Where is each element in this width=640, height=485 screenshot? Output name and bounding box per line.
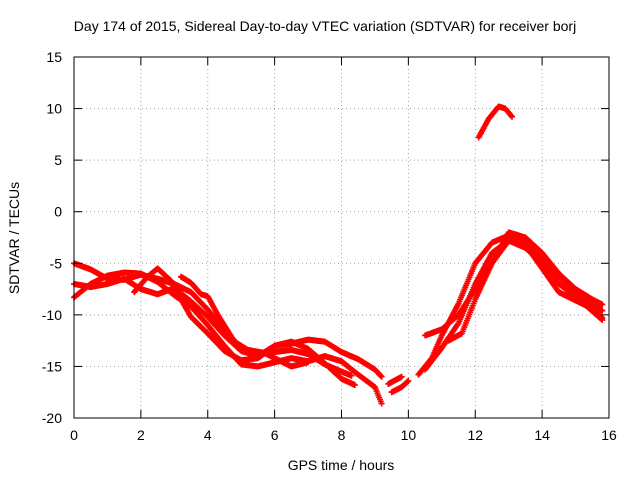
data-point: [508, 112, 515, 119]
data-point: [405, 377, 412, 384]
x-tick-label: 4: [204, 427, 212, 443]
y-tick-label: -5: [50, 255, 63, 271]
data-point: [599, 317, 606, 324]
data-point: [398, 373, 405, 380]
y-tick-label: 0: [54, 204, 62, 220]
x-tick-label: 12: [467, 427, 483, 443]
x-tick-label: 14: [534, 427, 550, 443]
y-tick-label: 10: [46, 101, 62, 117]
data-point: [377, 372, 384, 379]
x-tick-label: 0: [70, 427, 78, 443]
grid: [74, 57, 609, 418]
x-tick-label: 6: [271, 427, 279, 443]
y-tick-label: -15: [42, 358, 62, 374]
series-track-11: [445, 229, 606, 344]
ticks: 0 2 4 6 8 10 12 14 16 -20 -15 -10 -5 0 5 10 15: [42, 49, 617, 443]
chart-title: Day 174 of 2015, Sidereal Day-to-day VTE…: [74, 18, 576, 34]
series-track-6: [388, 377, 412, 396]
data-point: [599, 301, 606, 308]
y-tick-label: -10: [42, 307, 62, 323]
series-layer: [71, 103, 606, 407]
data-point: [378, 373, 385, 380]
series-track-7: [385, 373, 405, 387]
data-point: [305, 359, 312, 366]
x-axis-label: GPS time / hours: [288, 457, 395, 473]
y-tick-label: 5: [54, 152, 62, 168]
data-point: [509, 113, 516, 120]
x-tick-label: 2: [137, 427, 145, 443]
y-tick-label: -20: [42, 410, 62, 426]
series-track-5: [178, 273, 312, 370]
series-track-12: [475, 103, 516, 141]
series-track-8: [415, 232, 606, 378]
data-point: [351, 381, 358, 388]
series-track-4: [131, 265, 358, 388]
data-point: [599, 307, 606, 314]
data-point: [348, 372, 355, 379]
x-tick-label: 10: [401, 427, 417, 443]
y-tick-label: 15: [46, 49, 62, 65]
series-track-9: [422, 237, 606, 373]
x-tick-label: 8: [338, 427, 346, 443]
x-tick-label: 16: [601, 427, 617, 443]
data-point: [378, 400, 385, 407]
y-axis-label: SDTVAR / TECUs: [6, 182, 22, 294]
